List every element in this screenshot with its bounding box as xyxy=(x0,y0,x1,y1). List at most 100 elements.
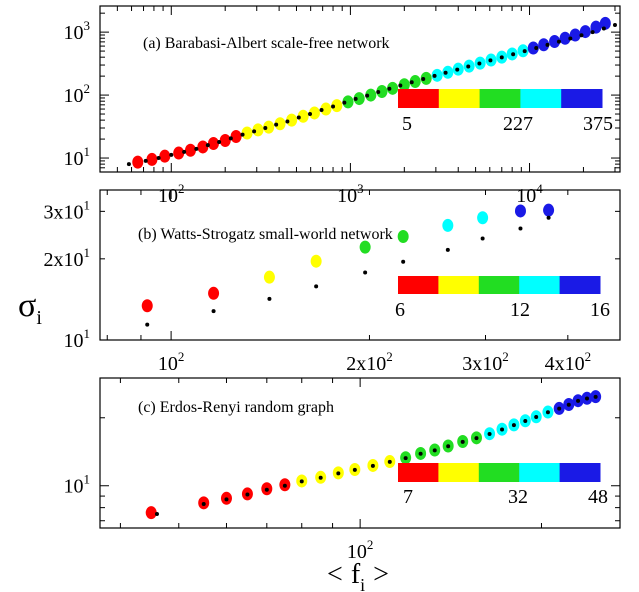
reference-point xyxy=(156,156,161,161)
reference-point xyxy=(557,406,562,411)
reference-point xyxy=(194,146,199,151)
reference-point xyxy=(522,49,527,54)
colorbar-swatch xyxy=(398,89,440,108)
reference-point xyxy=(252,129,257,134)
data-point xyxy=(538,38,550,52)
reference-point xyxy=(584,396,589,401)
panel-title: (c) Erdos-Renyi random graph xyxy=(138,399,334,416)
reference-point xyxy=(264,487,269,492)
data-point xyxy=(353,92,365,106)
x-tick-label: 4x102 xyxy=(545,349,592,375)
reference-point xyxy=(487,431,492,436)
y-tick-label: 102 xyxy=(64,81,91,107)
y-tick-label-exp: 1 xyxy=(84,472,91,487)
colorbar-label: 48 xyxy=(588,486,608,508)
y-tick-label: 101 xyxy=(64,472,91,498)
data-point xyxy=(308,106,320,120)
data-point xyxy=(286,113,298,127)
reference-point xyxy=(376,89,381,94)
data-point xyxy=(442,65,454,79)
reference-point xyxy=(455,67,460,72)
colorbar-label: 16 xyxy=(590,299,610,321)
data-point xyxy=(420,71,432,85)
data-point xyxy=(173,146,185,160)
data-point xyxy=(569,28,581,42)
reference-point xyxy=(546,215,551,220)
colorbar-swatch xyxy=(398,276,439,294)
reference-point xyxy=(409,80,414,85)
reference-point xyxy=(579,33,584,38)
colorbar-label: 7 xyxy=(403,486,413,508)
x-tick-label-exp: 4 xyxy=(536,181,543,196)
data-point xyxy=(297,109,309,123)
colorbar-swatch xyxy=(479,89,521,108)
reference-point xyxy=(545,410,550,415)
colorbar-swatch xyxy=(438,276,480,294)
data-point xyxy=(376,84,388,98)
colorbar-swatch xyxy=(561,89,603,108)
y-tick-label-exp: 1 xyxy=(84,326,91,341)
y-axis-label: σi xyxy=(18,287,42,329)
reference-point xyxy=(534,45,539,50)
data-point xyxy=(263,120,275,134)
x-tick-label-base: 10 xyxy=(337,185,357,207)
colorbar-label: 227 xyxy=(503,113,533,135)
data-point xyxy=(263,270,275,284)
reference-point xyxy=(363,270,368,275)
reference-point xyxy=(387,86,392,91)
reference-point xyxy=(432,448,437,453)
reference-point xyxy=(403,456,408,461)
reference-point xyxy=(308,112,313,117)
data-point xyxy=(477,211,489,225)
y-tick-label-base: 10 xyxy=(64,22,84,44)
colorbar-swatch xyxy=(519,463,561,482)
reference-point xyxy=(387,459,392,464)
reference-point xyxy=(228,136,233,141)
x-tick-label-base: 10 xyxy=(347,541,367,563)
data-point xyxy=(184,143,196,157)
colorbar-swatch xyxy=(478,276,520,294)
data-point xyxy=(310,254,322,268)
x-tick-label-base: 10 xyxy=(158,353,178,375)
y-tick-label-base: 10 xyxy=(64,476,84,498)
x-tick-label-exp: 2 xyxy=(367,537,374,552)
data-point xyxy=(397,230,409,244)
y-tick-label: 2x101 xyxy=(44,245,91,271)
y-tick-label-base: 3x10 xyxy=(44,201,84,223)
data-point xyxy=(241,126,253,140)
reference-point xyxy=(245,492,250,497)
x-tick-label-exp: 2 xyxy=(502,349,509,364)
reference-point xyxy=(568,36,573,41)
reference-point xyxy=(418,451,423,456)
data-point xyxy=(197,140,209,154)
colorbar-swatch xyxy=(438,89,481,108)
reference-point xyxy=(545,42,550,47)
y-tick-label-exp: 1 xyxy=(84,245,91,260)
reference-point xyxy=(353,96,358,101)
reference-point xyxy=(500,427,505,432)
reference-point xyxy=(480,236,485,241)
reference-point xyxy=(217,139,222,144)
colorbar-swatch xyxy=(519,276,561,294)
y-tick-label-base: 10 xyxy=(64,330,84,352)
data-point xyxy=(442,218,454,232)
colorbar-label: 5 xyxy=(402,113,412,135)
data-point xyxy=(207,137,219,151)
data-point xyxy=(331,99,343,113)
data-point xyxy=(599,16,611,30)
plot-frame xyxy=(99,5,621,173)
y-tick-label: 101 xyxy=(64,326,91,352)
reference-point xyxy=(401,259,406,264)
data-point xyxy=(365,88,377,102)
x-tick-label-base: 2x10 xyxy=(346,353,386,375)
colorbar-swatch xyxy=(559,276,601,294)
data-point xyxy=(387,81,399,95)
reference-point xyxy=(477,61,482,66)
reference-point xyxy=(224,497,229,502)
data-point xyxy=(543,203,555,217)
reference-point xyxy=(201,502,206,507)
